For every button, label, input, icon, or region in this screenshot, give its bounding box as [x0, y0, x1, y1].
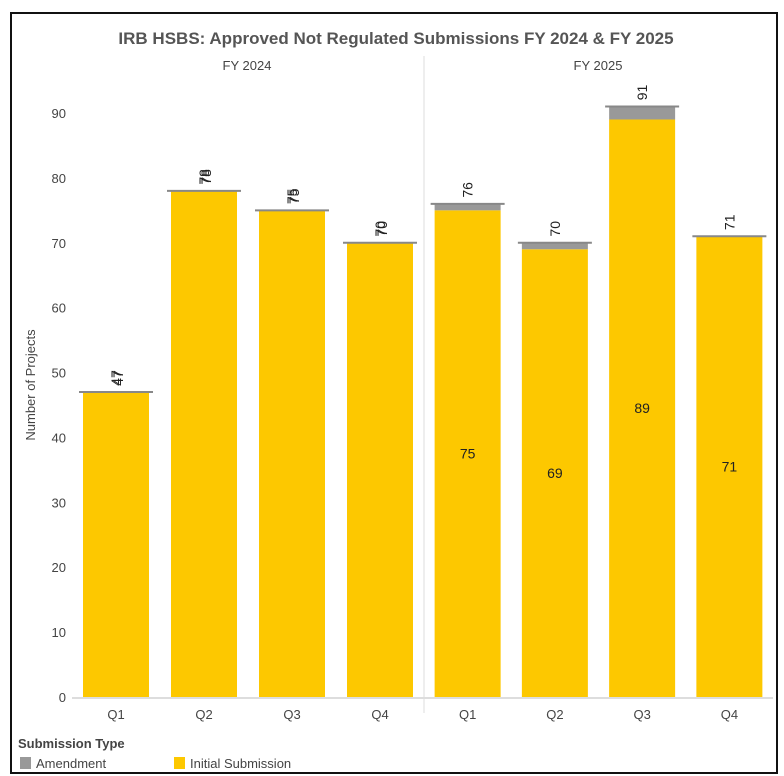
- total-label: 76: [460, 182, 476, 198]
- x-tick-label: Q1: [107, 707, 124, 722]
- initial-value-label: 78: [198, 169, 214, 185]
- bar-initial-submission: [434, 210, 501, 698]
- panel-label-fy2024: FY 2024: [223, 58, 272, 73]
- bar-amendment: [434, 203, 501, 211]
- initial-value-label: 70: [374, 221, 390, 237]
- y-axis-label: Number of Projects: [23, 329, 38, 441]
- bar-initial-submission: [521, 249, 588, 697]
- bar-amendment: [521, 242, 588, 250]
- x-tick-label: Q4: [721, 707, 738, 722]
- chart-title: IRB HSBS: Approved Not Regulated Submiss…: [118, 29, 673, 48]
- amendment-swatch: [20, 757, 31, 769]
- bar-initial-submission: [696, 236, 763, 698]
- x-tick-label: Q1: [459, 707, 476, 722]
- legend-item-initial-submission[interactable]: Initial Submission: [174, 756, 291, 772]
- initial-value-label: 75: [460, 446, 476, 462]
- y-tick-label: 50: [52, 366, 66, 381]
- y-tick-label: 20: [52, 560, 66, 575]
- y-tick-label: 0: [59, 690, 66, 705]
- initial-value-label: 69: [547, 465, 563, 481]
- bar-initial-submission: [347, 242, 413, 697]
- x-tick-label: Q2: [546, 707, 563, 722]
- y-tick-label: 80: [52, 171, 66, 186]
- bar-amendment: [609, 106, 676, 120]
- x-tick-label: Q2: [195, 707, 212, 722]
- bar-initial-submission: [259, 210, 325, 698]
- total-label: 47: [108, 370, 124, 386]
- bar-initial-submission: [83, 392, 149, 697]
- bar-initial-submission: [171, 190, 237, 697]
- y-tick-label: 10: [52, 625, 66, 640]
- y-tick-label: 30: [52, 495, 66, 510]
- bar-initial-submission: [609, 119, 676, 697]
- y-tick-label: 40: [52, 430, 66, 445]
- initial-submission-swatch: [174, 757, 185, 769]
- total-label: 78: [196, 169, 212, 185]
- y-tick-label: 90: [52, 106, 66, 121]
- total-label: 91: [634, 85, 650, 101]
- x-tick-label: Q4: [371, 707, 388, 722]
- total-label: 75: [284, 188, 300, 204]
- initial-value-label: 71: [722, 459, 738, 475]
- initial-value-label: 75: [286, 188, 302, 204]
- total-label: 71: [721, 214, 737, 230]
- legend-label-initial-submission: Initial Submission: [190, 756, 292, 771]
- axes-group: 0 10 20 30 40 50 60 70 80 90 Q1 Q2 Q3 Q4 Q1 Q2 Q3 Q4: [52, 56, 773, 722]
- x-tick-label: Q3: [283, 707, 300, 722]
- legend-item-amendment[interactable]: Amendment: [20, 756, 106, 772]
- legend: Submission Type Amendment Initial Submis…: [18, 736, 418, 776]
- panel-label-fy2025: FY 2025: [574, 58, 623, 73]
- y-tick-label: 70: [52, 236, 66, 251]
- y-tick-label: 60: [52, 301, 66, 316]
- legend-title: Submission Type: [18, 736, 125, 751]
- initial-value-label: 47: [110, 370, 126, 386]
- legend-label-amendment: Amendment: [36, 756, 107, 771]
- total-label: 70: [372, 221, 388, 237]
- total-label: 70: [547, 221, 563, 237]
- initial-value-label: 89: [634, 400, 650, 416]
- x-tick-label: Q3: [633, 707, 650, 722]
